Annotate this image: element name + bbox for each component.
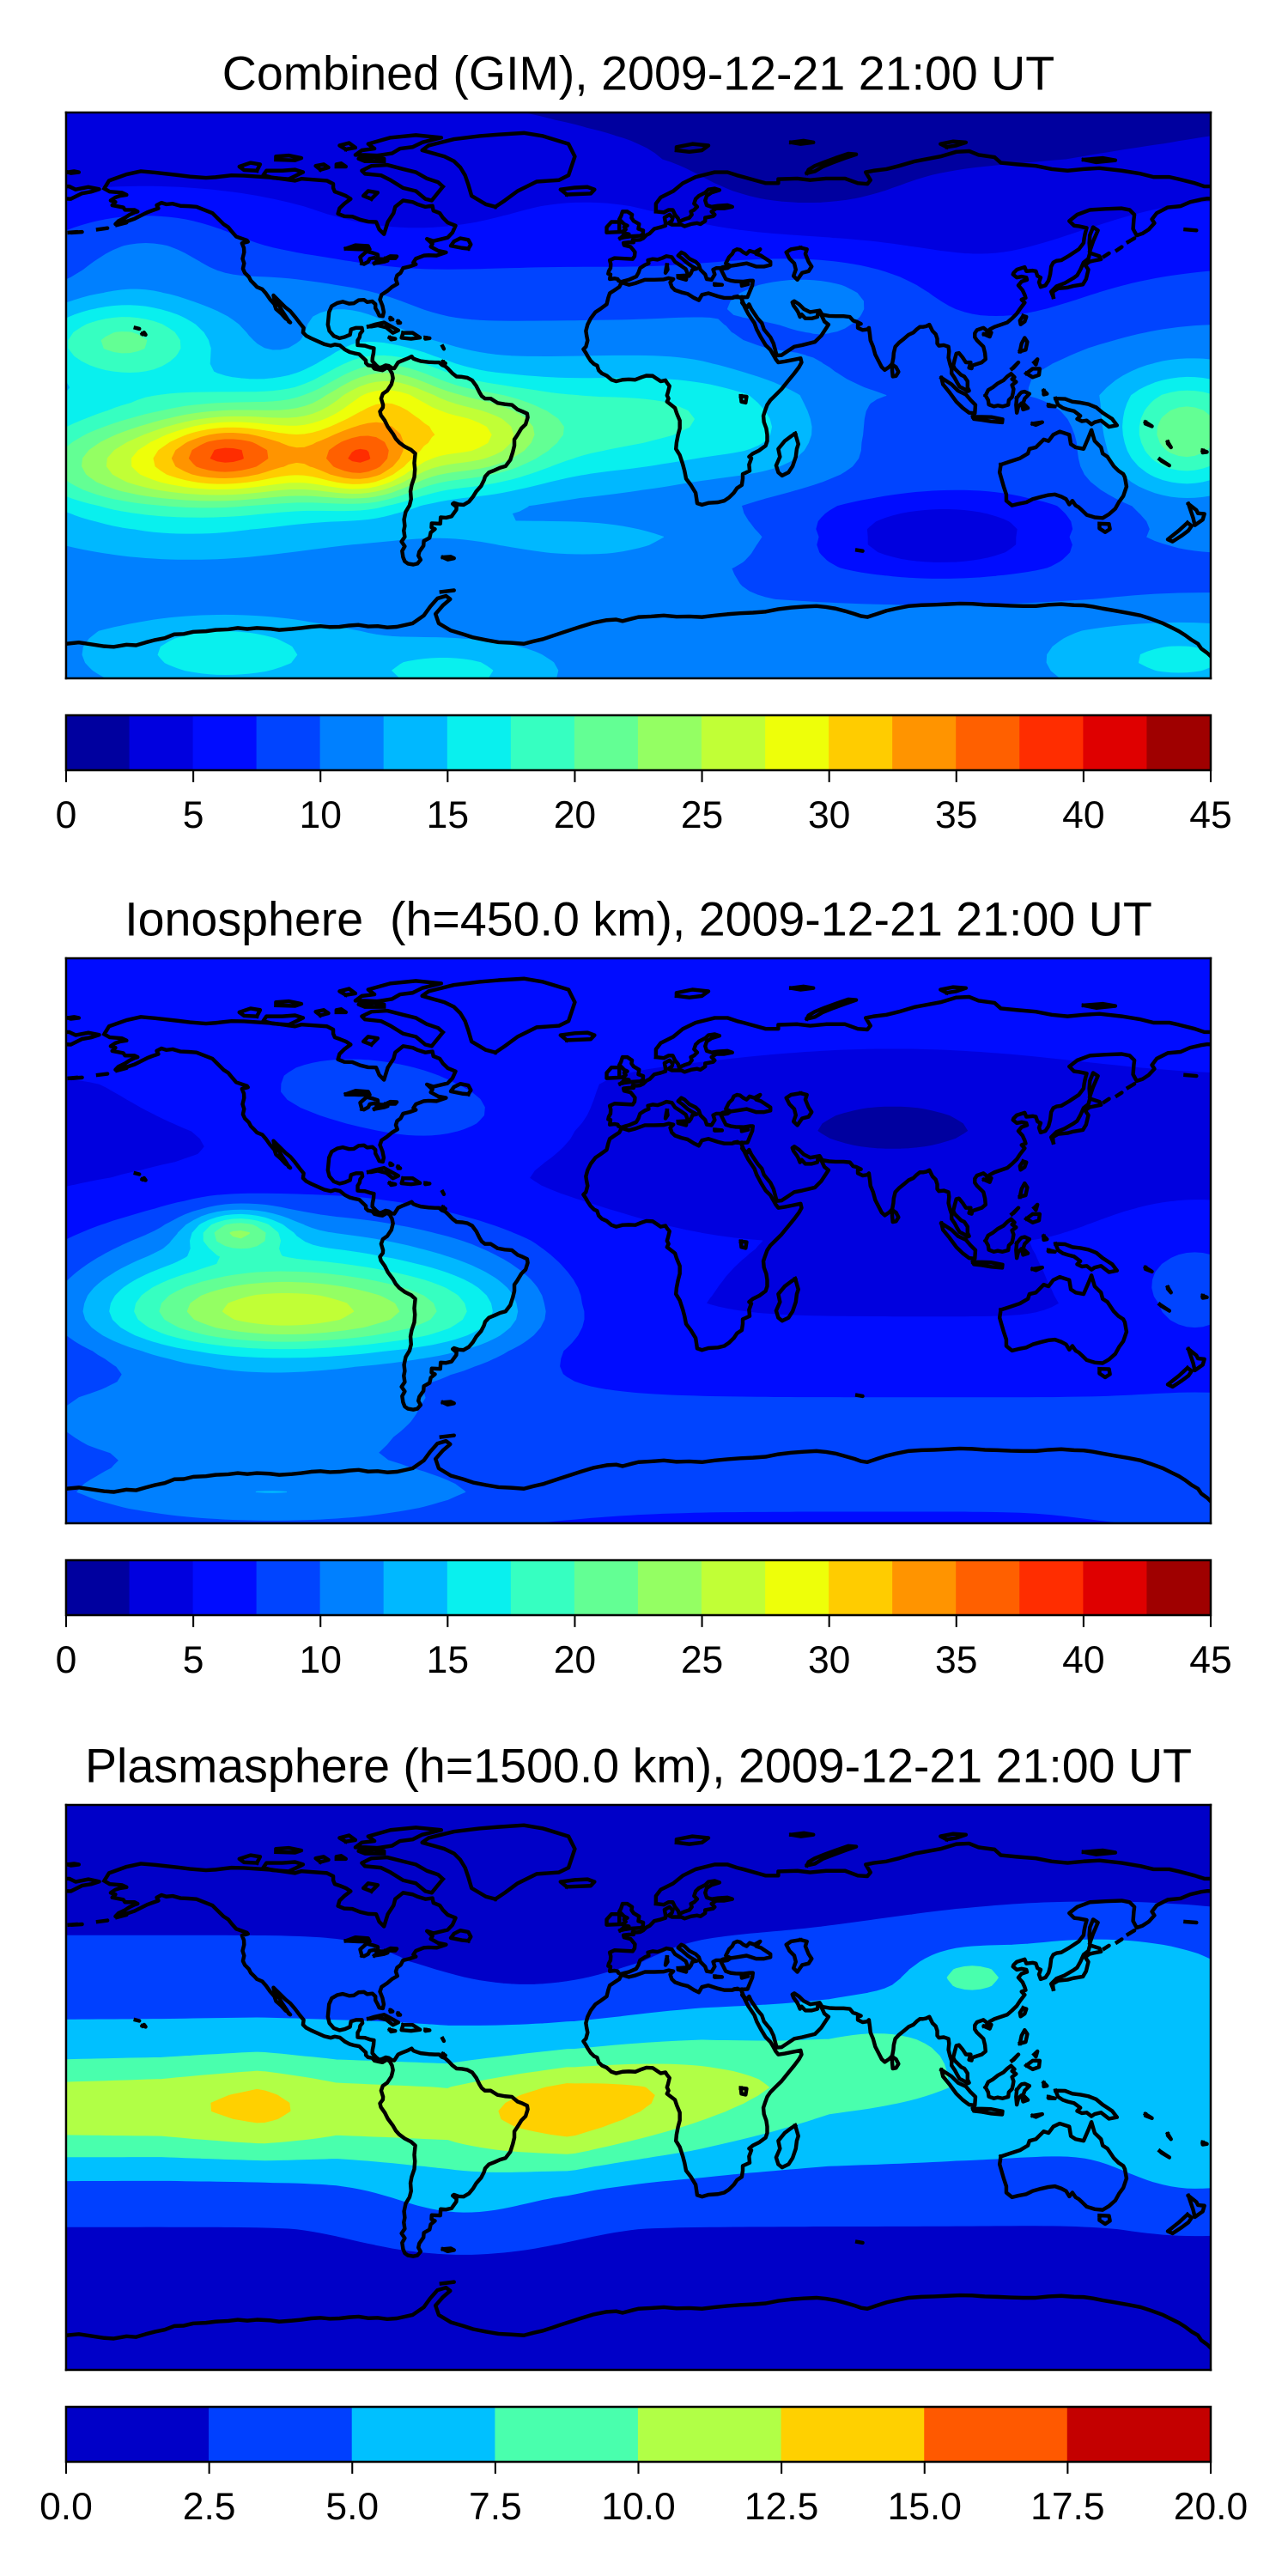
- svg-text:20: 20: [554, 794, 596, 836]
- svg-text:30: 30: [808, 1639, 850, 1681]
- svg-text:45: 45: [1189, 794, 1231, 836]
- svg-text:17.5: 17.5: [1030, 2486, 1105, 2528]
- svg-text:0: 0: [56, 1639, 77, 1681]
- svg-text:5.0: 5.0: [325, 2486, 379, 2528]
- svg-text:0: 0: [56, 794, 77, 836]
- svg-text:40: 40: [1062, 1639, 1104, 1681]
- svg-text:15: 15: [427, 1639, 469, 1681]
- svg-text:2.5: 2.5: [183, 2486, 236, 2528]
- svg-text:45: 45: [1189, 1639, 1231, 1681]
- svg-text:15: 15: [427, 794, 469, 836]
- svg-text:35: 35: [935, 1639, 977, 1681]
- svg-text:7.5: 7.5: [469, 2486, 522, 2528]
- svg-text:12.5: 12.5: [744, 2486, 819, 2528]
- svg-text:5: 5: [183, 794, 204, 836]
- svg-text:25: 25: [681, 1639, 723, 1681]
- svg-text:20.0: 20.0: [1174, 2486, 1249, 2528]
- svg-text:Combined (GIM), 2009-12-21 21:: Combined (GIM), 2009-12-21 21:00 UT: [222, 47, 1054, 100]
- svg-text:30: 30: [808, 794, 850, 836]
- svg-text:40: 40: [1062, 794, 1104, 836]
- svg-text:0.0: 0.0: [39, 2486, 93, 2528]
- svg-text:20: 20: [554, 1639, 596, 1681]
- svg-text:5: 5: [183, 1639, 204, 1681]
- svg-text:Ionosphere (h=450.0 km), 2009: Ionosphere (h=450.0 km), 2009-12-21 21:0…: [125, 893, 1152, 946]
- svg-text:15.0: 15.0: [888, 2486, 963, 2528]
- svg-text:10: 10: [300, 1639, 342, 1681]
- svg-text:Plasmasphere (h=1500.0 km), 20: Plasmasphere (h=1500.0 km), 2009-12-21 2…: [85, 1740, 1192, 1793]
- svg-text:35: 35: [935, 794, 977, 836]
- svg-text:25: 25: [681, 794, 723, 836]
- svg-text:10.0: 10.0: [601, 2486, 675, 2528]
- svg-text:10: 10: [300, 794, 342, 836]
